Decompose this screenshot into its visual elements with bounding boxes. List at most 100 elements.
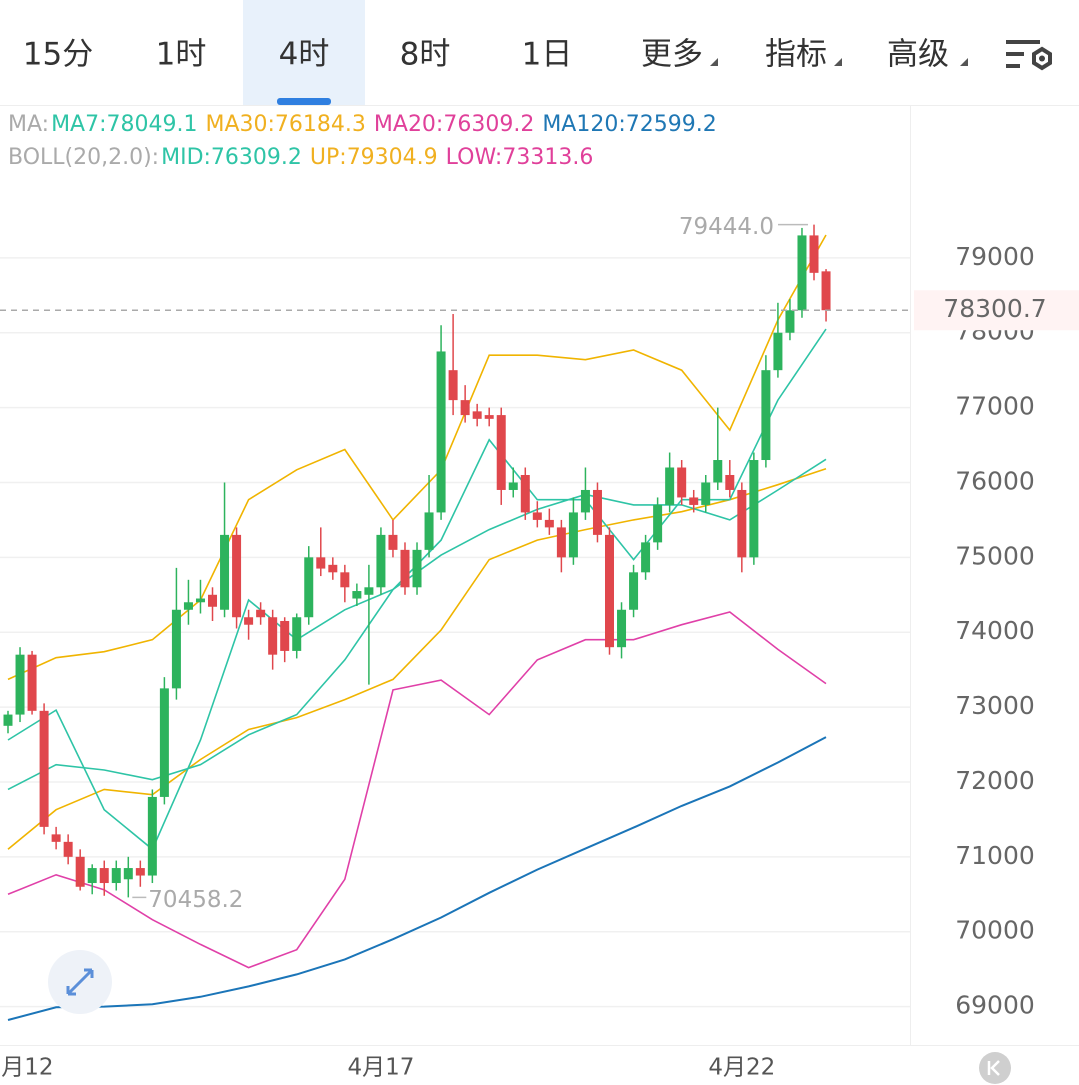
candle-body — [63, 841, 73, 857]
tab[interactable]: 1日 — [522, 37, 573, 73]
y-tick-label: 70000 — [955, 916, 1035, 945]
candle-body — [256, 609, 266, 618]
legend-entry: MA30:76184.3 — [205, 112, 365, 137]
candles — [3, 224, 831, 898]
candle-body — [51, 834, 61, 842]
candle-body — [292, 617, 302, 651]
candle-body — [376, 534, 386, 588]
low-annotation: 70458.2 — [148, 887, 243, 913]
y-tick-label: 74000 — [955, 616, 1035, 645]
candle-body — [653, 504, 663, 543]
candle-body — [520, 474, 530, 513]
grid: 69000 70000 71000 72000 73000 74000 75000 76000… — [0, 242, 1035, 1081]
candle-body — [448, 370, 458, 401]
candle-body — [183, 602, 193, 610]
candle-body — [244, 617, 254, 625]
candle-body — [785, 310, 795, 333]
candle-body — [400, 549, 410, 588]
y-tick-label: 77000 — [955, 392, 1035, 421]
candle-body — [496, 415, 506, 490]
candle-body — [592, 489, 602, 535]
candle-body — [556, 527, 566, 558]
candle-body — [617, 609, 627, 648]
legend-entry: MID:76309.2 — [161, 145, 302, 170]
tab[interactable]: 15分 — [23, 37, 93, 73]
candle-body — [809, 235, 819, 273]
candle-body — [3, 714, 13, 726]
candle-body — [87, 868, 97, 884]
candle-body — [316, 557, 326, 569]
candle-body — [641, 542, 651, 573]
legend-entry: MA120:72599.2 — [542, 112, 716, 137]
active-tab-indicator — [277, 98, 331, 105]
x-tick-label: 4月22 — [708, 1055, 775, 1081]
candle-body — [159, 688, 169, 797]
indicator-line — [7, 234, 827, 681]
y-tick-label: 75000 — [955, 541, 1035, 570]
candle-body — [436, 351, 446, 513]
last-price-box — [914, 290, 1079, 331]
candle-body — [689, 497, 699, 505]
tab[interactable]: 8时 — [400, 37, 451, 73]
candle-body — [568, 512, 578, 558]
candle-body — [677, 467, 687, 498]
candle-body — [268, 617, 278, 655]
candle-body — [364, 587, 374, 595]
settings-icon[interactable] — [1006, 40, 1052, 71]
candle-body — [328, 564, 338, 573]
legend-label: MA: — [8, 112, 49, 137]
candle-body — [761, 370, 771, 461]
tab[interactable]: 指标 — [765, 37, 827, 73]
candle-body — [208, 594, 218, 607]
candle-body — [725, 474, 735, 490]
candle-body — [821, 271, 831, 311]
candle-body — [135, 868, 145, 876]
y-tick-label: 73000 — [955, 691, 1035, 720]
candle-body — [39, 710, 49, 827]
candle-body — [412, 549, 422, 588]
candle-body — [195, 598, 205, 603]
legend-entry: LOW:73313.6 — [446, 145, 594, 170]
legend-entry: MA7:78049.1 — [51, 112, 197, 137]
candle-body — [580, 489, 590, 513]
dropdown-arrows — [710, 58, 968, 66]
high-annotation: 79444.0 — [679, 214, 774, 240]
candle-body — [484, 415, 494, 419]
overlays: 78300.7 79444.0 70458.2 — [0, 214, 1079, 913]
tab[interactable]: 4时 — [279, 37, 330, 73]
legend-label: BOLL(20,2.0): — [8, 145, 159, 170]
candle-body — [304, 557, 314, 618]
candle-body — [388, 534, 398, 550]
candle-body — [111, 868, 121, 884]
tab-bar: 15分 1时 4时 8时 1日 更多 指标 高级 — [23, 37, 949, 73]
x-tick-label: 4月17 — [347, 1055, 414, 1081]
candle-body — [605, 534, 614, 648]
indicator-line — [7, 736, 827, 1021]
candle-body — [749, 460, 759, 558]
x-tick-label: 4月12 — [0, 1055, 53, 1081]
tab[interactable]: 1时 — [156, 37, 207, 73]
candle-body — [280, 620, 290, 651]
indicator-line — [7, 467, 827, 850]
candle-body — [460, 400, 470, 416]
indicator-lines — [7, 234, 827, 1021]
candle-body — [665, 467, 675, 505]
candle-body — [232, 534, 242, 618]
candle-body — [508, 482, 518, 490]
candle-body — [773, 332, 783, 371]
candle-body — [123, 868, 133, 880]
candle-body — [424, 512, 434, 550]
scroll-to-latest-button[interactable] — [979, 1052, 1011, 1084]
candle-body — [797, 235, 807, 311]
candle-body — [15, 654, 25, 715]
candle-body — [629, 572, 639, 610]
y-tick-label: 72000 — [955, 766, 1035, 795]
expand-button[interactable] — [48, 950, 112, 1014]
candle-body — [472, 411, 482, 419]
last-price-label: 78300.7 — [943, 294, 1046, 323]
candle-body — [171, 609, 181, 689]
tab[interactable]: 高级 — [887, 37, 949, 73]
tab[interactable]: 更多 — [641, 37, 703, 73]
y-tick-label: 69000 — [955, 991, 1035, 1020]
